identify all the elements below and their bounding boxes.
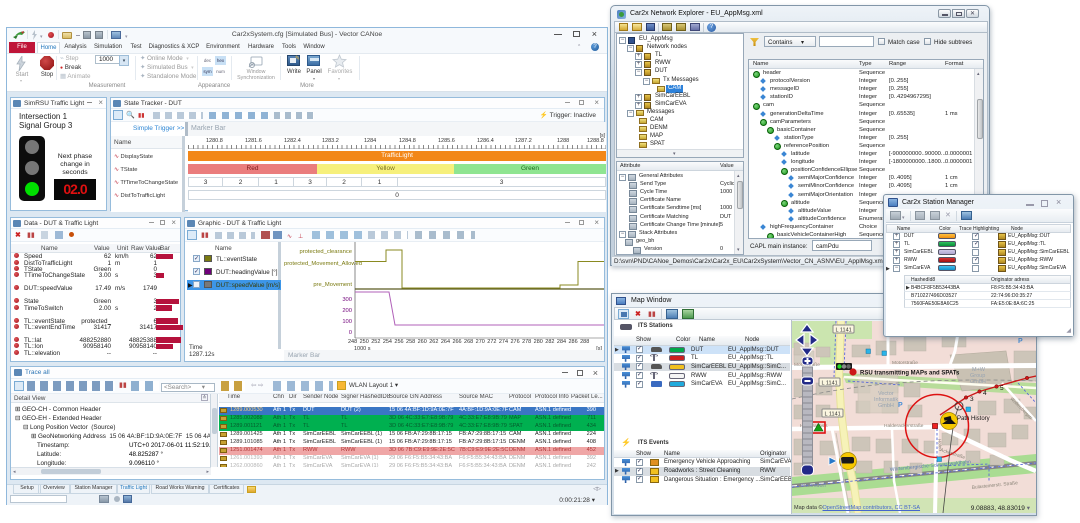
svg-text:GmbH: GmbH <box>970 379 986 385</box>
svg-text:P: P <box>898 402 903 409</box>
svg-text:Halderackerstraße: Halderackerstraße <box>884 423 924 429</box>
svg-text:L 1141: L 1141 <box>836 328 852 334</box>
svg-text:Bulasteinerstr. Straße: Bulasteinerstr. Straße <box>972 480 1019 491</box>
svg-text:L 1141: L 1141 <box>825 412 841 418</box>
svg-text:Informatik: Informatik <box>874 397 898 403</box>
svg-text:M+W: M+W <box>972 367 986 373</box>
svg-text:GmbH: GmbH <box>878 403 894 409</box>
svg-text:Group: Group <box>970 373 985 379</box>
svg-text:RSU transmitting MAPs and SPAT: RSU transmitting MAPs and SPATs <box>860 371 960 377</box>
svg-text:P: P <box>1018 338 1023 345</box>
svg-text:Motorstraße: Motorstraße <box>892 360 918 366</box>
svg-text:Weilimdorf: Weilimdorf <box>800 483 826 489</box>
svg-text:Vector: Vector <box>878 391 894 397</box>
svg-text:Path History: Path History <box>957 416 990 422</box>
svg-text:L 1141: L 1141 <box>822 381 838 387</box>
svg-text:5: 5 <box>1000 385 1004 392</box>
svg-text:Halderalmstr.: Halderalmstr. <box>800 423 828 429</box>
svg-text:3: 3 <box>970 396 974 403</box>
svg-text:Höfen: Höfen <box>937 439 943 452</box>
svg-text:4: 4 <box>983 390 987 397</box>
